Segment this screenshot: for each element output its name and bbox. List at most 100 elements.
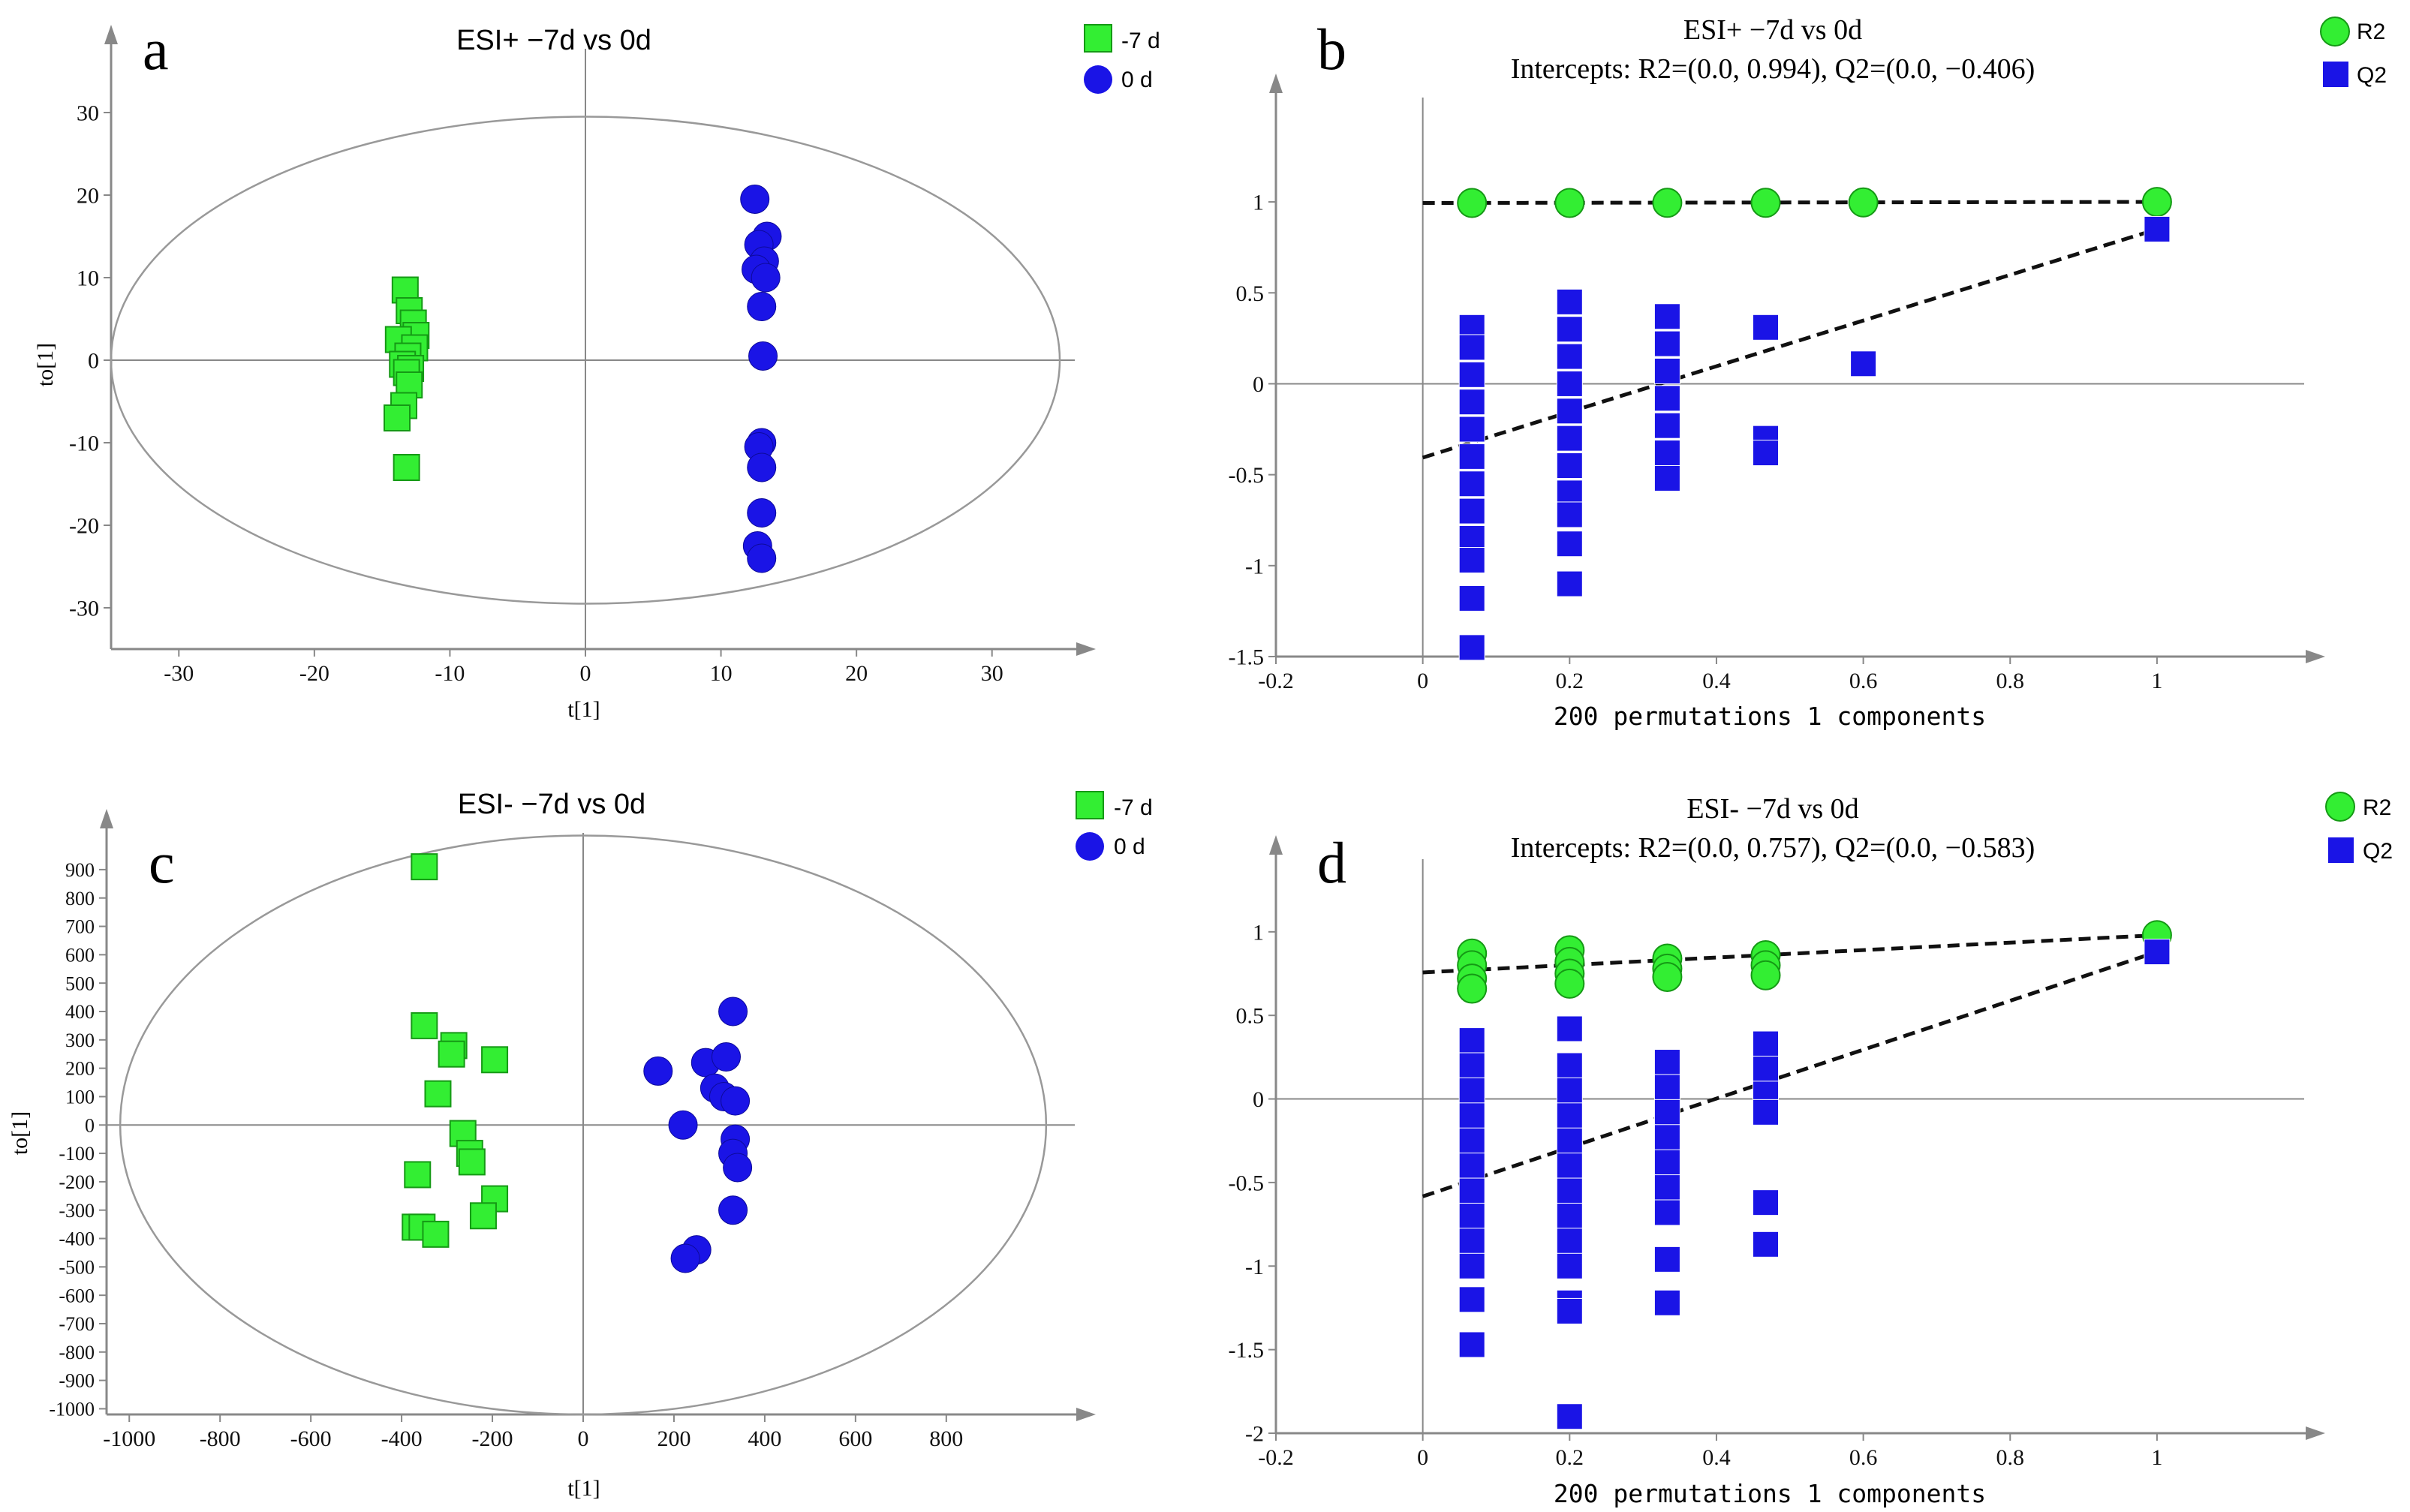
x-tick-label-c-2: -600	[290, 1426, 332, 1451]
legend-marker-c-1	[1076, 832, 1104, 861]
panel-label-a: a	[143, 17, 169, 82]
point-c--7d-1	[411, 1012, 438, 1039]
point-b-q2-20	[1556, 501, 1583, 528]
point-b-r2-2	[1652, 188, 1683, 218]
x-axis-arrow-c	[1076, 1408, 1096, 1421]
point-d-q2-1	[1458, 1052, 1485, 1079]
point-b-q2-2	[1458, 361, 1485, 388]
point-d-r2-13	[1750, 960, 1781, 990]
axis-xlabel-d: 200 permutations 1 components	[1554, 1479, 1986, 1508]
point-d-q2-0	[1458, 1027, 1485, 1054]
y-axis-arrow-a	[104, 25, 118, 44]
point-a-0d-10	[747, 452, 777, 482]
point-d-q2-30	[1653, 1174, 1680, 1201]
legend-marker-a-1	[1084, 65, 1112, 94]
point-d-q2-34	[1753, 1030, 1779, 1057]
point-b-q2-16	[1556, 398, 1583, 425]
plot-c: -1000 -800 -600 -400 -200 0 200 400 600 800900800…	[49, 809, 1096, 1451]
point-c-0d-1	[643, 1056, 673, 1086]
panel-subtitle-d: Intercepts: R2=(0.0, 0.757), Q2=(0.0, −0…	[1511, 832, 2035, 864]
point-b-q2-24	[1653, 330, 1680, 357]
point-b-q2-3	[1458, 389, 1485, 416]
point-b-q2-29	[1653, 464, 1680, 491]
point-d-q2-16	[1556, 1127, 1583, 1154]
legend-label-b-1: Q2	[2357, 63, 2387, 88]
y-tick-label-b-3: -0.5	[1229, 463, 1265, 488]
y-tick-label-c-8: 100	[65, 1087, 95, 1108]
x-axis-arrow-d	[2306, 1426, 2325, 1440]
panel-label-b: b	[1317, 17, 1346, 82]
x-tick-label-a-6: 30	[981, 661, 1003, 686]
point-b-q2-33	[1850, 350, 1877, 377]
point-d-q2-19	[1556, 1202, 1583, 1229]
y-tick-label-a-1: 20	[77, 184, 99, 209]
legend-label-c-1: 0 d	[1114, 834, 1145, 859]
y-tick-label-d-5: -1.5	[1229, 1338, 1265, 1363]
panel-c: c ESI- −7d vs 0d -7 d 0 d t[1] to[1]	[8, 789, 1153, 1501]
point-c--7d-4	[481, 1046, 509, 1074]
x-tick-label-c-1: -800	[200, 1426, 241, 1451]
y-tick-label-b-0: 1	[1253, 191, 1264, 215]
plot-b: -0.2 0 0.2 0.4 0.6 0.8 1 1 0.5 0 -0.5 -1 -1.5	[1229, 74, 2325, 693]
point-b-q2-22	[1556, 570, 1583, 597]
point-b-q2-32	[1753, 440, 1779, 467]
y-tick-label-a-0: 30	[77, 101, 99, 126]
point-a--7d-12	[384, 404, 411, 431]
x-tick-label-d-1: 0	[1417, 1445, 1428, 1470]
legend-label-c-0: -7 d	[1114, 795, 1153, 820]
point-d-q2-40	[2144, 939, 2171, 966]
panel-label-c: c	[149, 830, 175, 895]
point-d-q2-32	[1653, 1246, 1680, 1273]
y-tick-label-c-9: 0	[85, 1114, 95, 1136]
y-tick-label-d-1: 0.5	[1236, 1004, 1265, 1029]
x-tick-label-a-4: 10	[710, 661, 733, 686]
point-a-0d-11	[747, 498, 777, 528]
x-tick-label-c-3: -400	[381, 1426, 423, 1451]
y-tick-label-c-2: 700	[65, 916, 95, 938]
y-tick-label-b-5: -1.5	[1229, 645, 1265, 670]
x-tick-label-d-6: 1	[2151, 1445, 2162, 1470]
point-a--7d-13	[393, 454, 420, 481]
x-tick-label-b-2: 0.2	[1556, 669, 1584, 693]
point-d-q2-8	[1458, 1228, 1485, 1255]
panel-title-d: ESI- −7d vs 0d	[1686, 793, 1858, 825]
point-b-q2-25	[1653, 357, 1680, 384]
point-c--7d-3	[438, 1040, 465, 1068]
y-tick-label-d-3: -0.5	[1229, 1171, 1265, 1195]
y-tick-label-c-13: -400	[59, 1228, 95, 1250]
y-tick-label-d-4: -1	[1245, 1255, 1264, 1279]
y-tick-label-c-5: 400	[65, 1001, 95, 1023]
axis-ylabel-a: to[1]	[33, 343, 58, 386]
point-c-0d-11	[718, 1195, 748, 1225]
point-d-q2-9	[1458, 1252, 1485, 1279]
point-b-q2-30	[1753, 314, 1779, 341]
point-b-q2-10	[1458, 585, 1485, 612]
point-b-q2-5	[1458, 443, 1485, 470]
point-d-q2-18	[1556, 1177, 1583, 1204]
regression-line-d-r2	[1422, 933, 2158, 975]
point-d-q2-25	[1653, 1049, 1680, 1076]
point-d-q2-24	[1556, 1403, 1583, 1430]
point-c--7d-0	[411, 853, 438, 881]
point-d-q2-26	[1653, 1074, 1680, 1101]
legend-label-a-1: 0 d	[1121, 68, 1153, 92]
x-tick-label-b-6: 1	[2151, 669, 2162, 693]
y-tick-label-c-17: -800	[59, 1342, 95, 1363]
point-d-q2-31	[1653, 1199, 1680, 1226]
point-b-q2-18	[1556, 452, 1583, 479]
x-tick-label-a-3: 0	[580, 661, 591, 686]
y-tick-label-c-10: -100	[59, 1143, 95, 1165]
axis-xlabel-a: t[1]	[567, 697, 600, 722]
point-b-q2-13	[1556, 316, 1583, 343]
point-d-q2-37	[1753, 1099, 1779, 1126]
panel-d: d ESI- −7d vs 0d Intercepts: R2=(0.0, 0.…	[1317, 792, 2393, 1508]
point-a-0d-0	[740, 185, 770, 214]
y-axis-arrow-b	[1269, 74, 1283, 93]
x-tick-label-a-5: 20	[845, 661, 868, 686]
y-tick-label-c-6: 300	[65, 1030, 95, 1051]
legend-label-b-0: R2	[2357, 20, 2385, 44]
x-tick-label-d-5: 0.8	[1996, 1445, 2025, 1470]
y-tick-label-c-11: -200	[59, 1171, 95, 1193]
regression-line-b-q2	[1422, 227, 2158, 460]
